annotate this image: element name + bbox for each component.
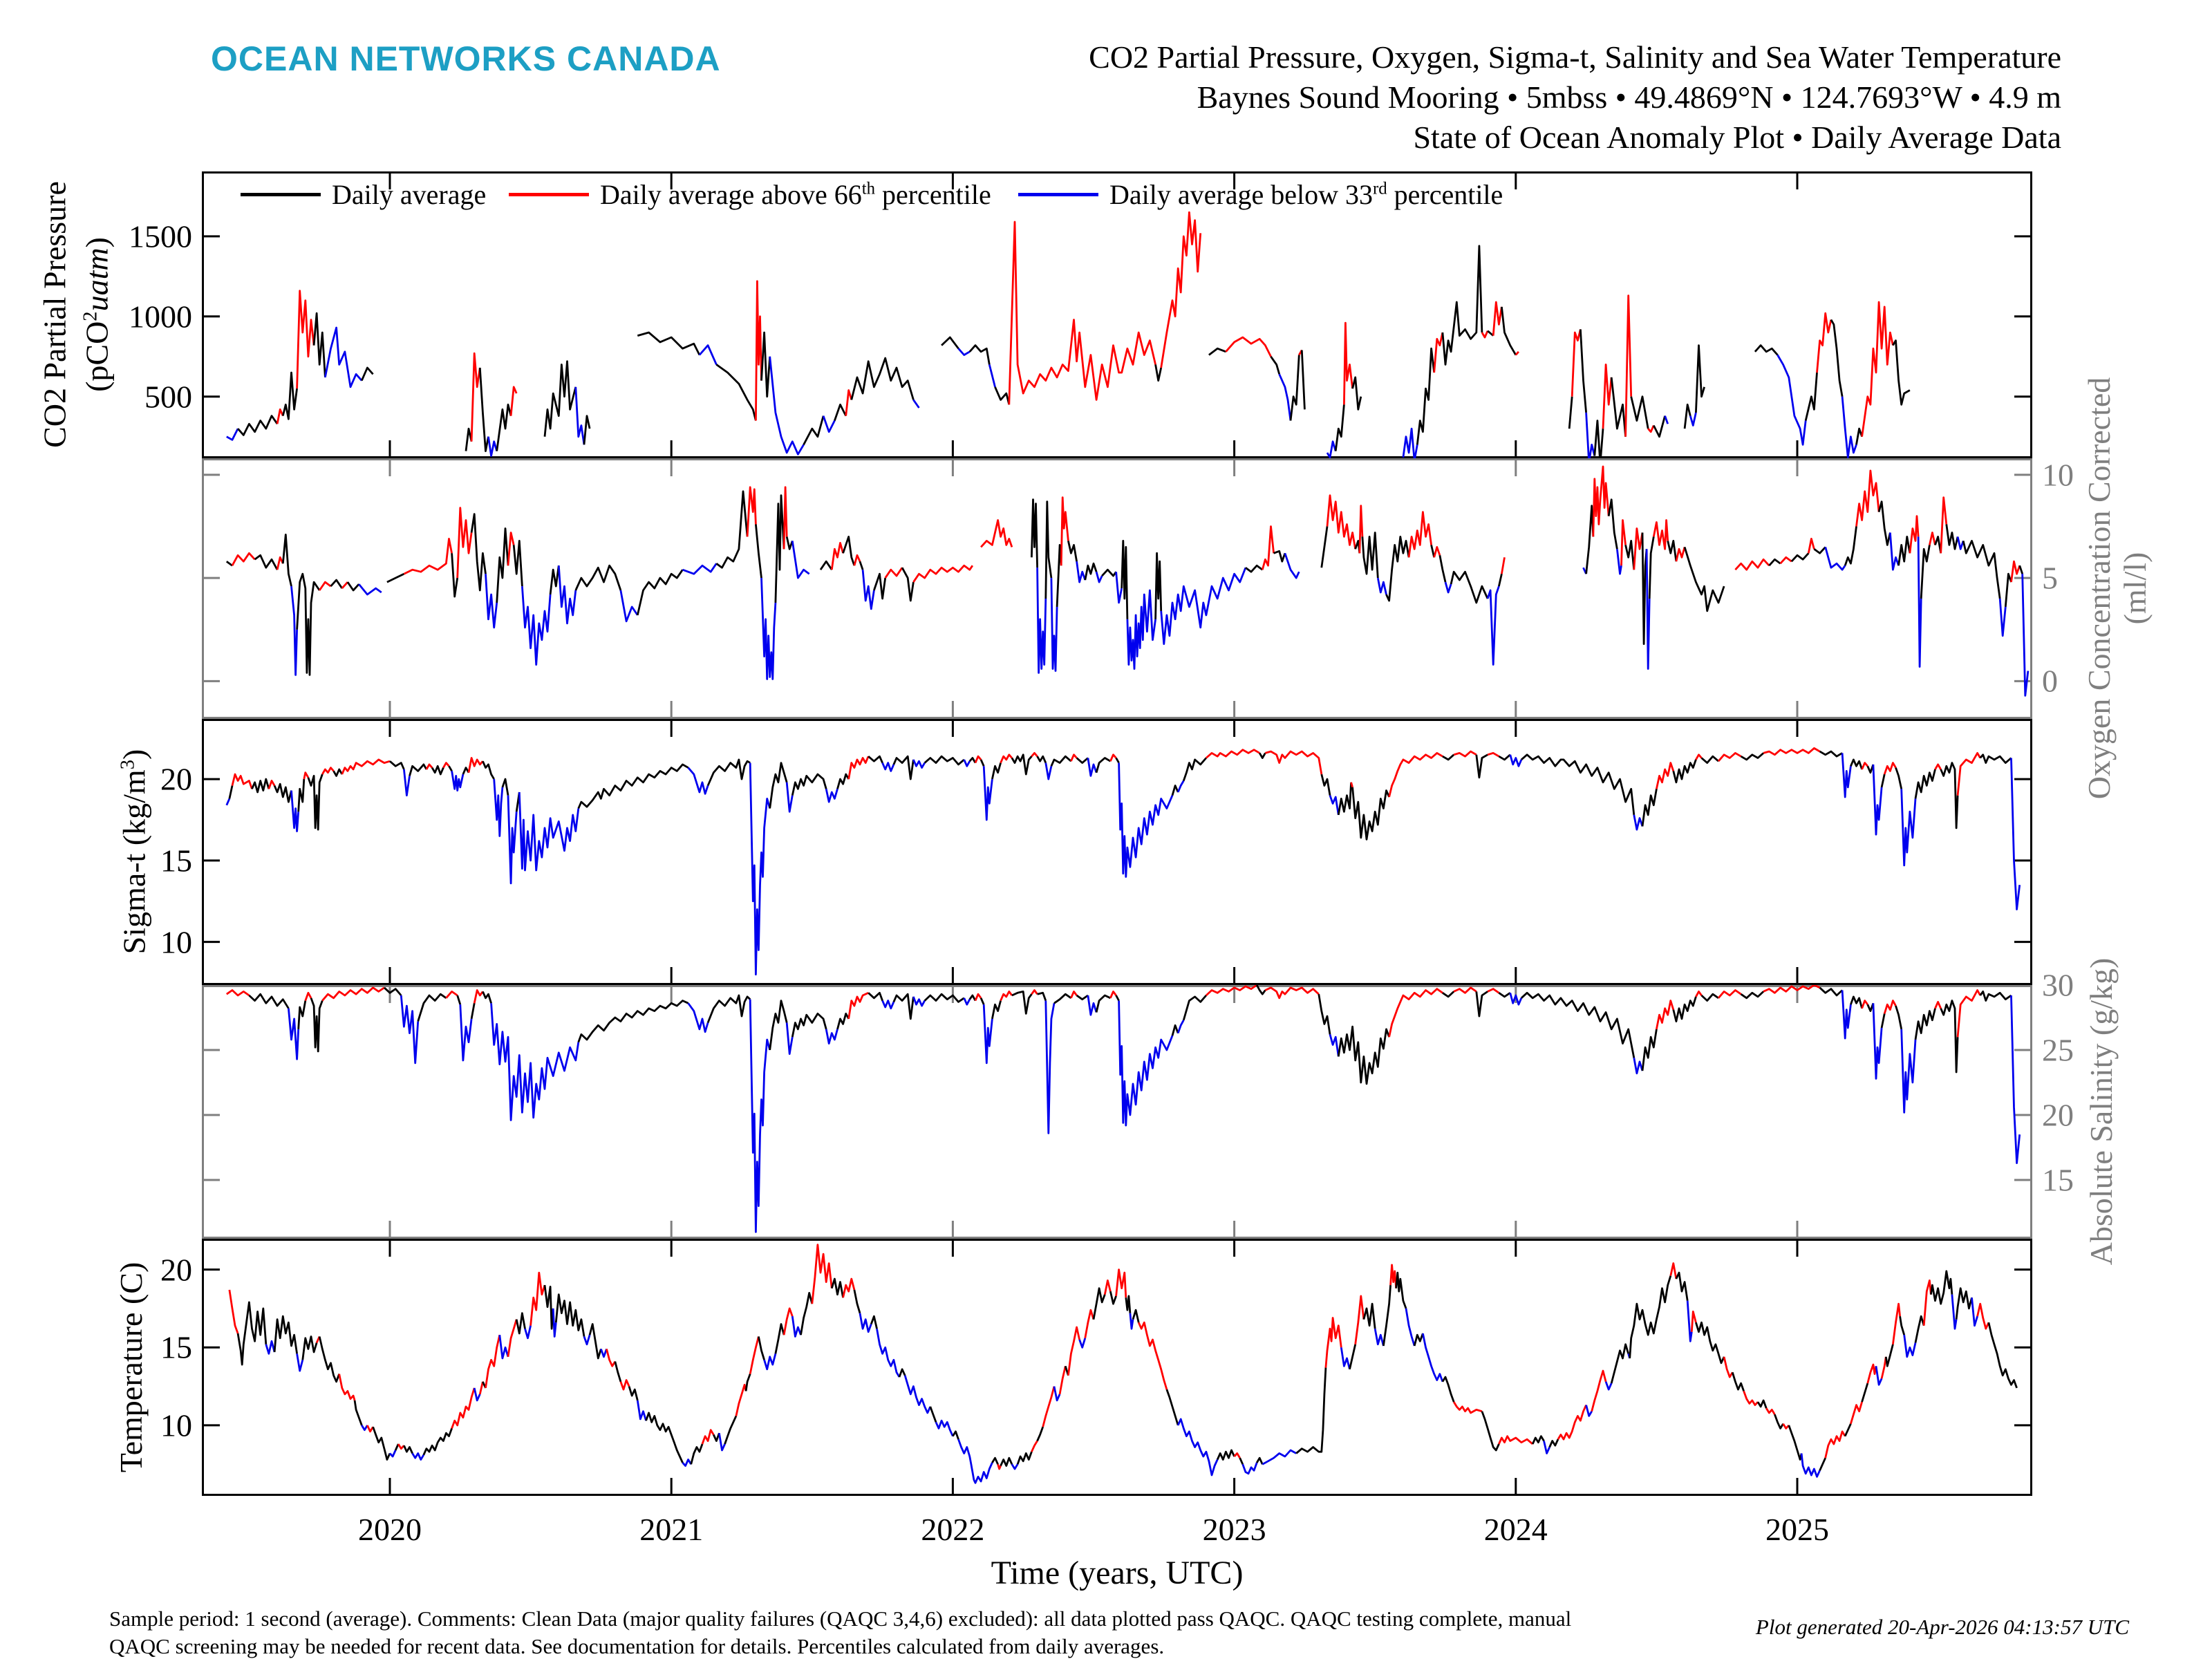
- y-tick-label-co2: 1500: [129, 218, 192, 254]
- salinity-panel: [202, 985, 2032, 1239]
- blue-line-sample: [1018, 192, 1098, 196]
- footer-line-2: QAQC screening may be needed for recent …: [109, 1634, 1165, 1658]
- plot-title: CO2 Partial Pressure, Oxygen, Sigma-t, S…: [1089, 39, 2061, 75]
- legend-item-daily-average: Daily average: [241, 176, 486, 212]
- x-axis-title: Time (years, UTC): [991, 1555, 1244, 1591]
- y-tick-label-co2: 1000: [129, 299, 192, 335]
- legend-item-below-33rd: Daily average below 33rd percentile: [1018, 176, 1503, 212]
- legend-item-above-66th: Daily average above 66th percentile: [509, 176, 991, 212]
- co2-axis-title: CO2 Partial Pressure (pCO2uatm): [37, 181, 115, 448]
- title-block: CO2 Partial Pressure, Oxygen, Sigma-t, S…: [1089, 37, 2061, 158]
- x-tick-label-year: 2025: [1765, 1512, 1829, 1547]
- x-tick-label-year: 2022: [921, 1512, 985, 1547]
- plot-subtitle-type: State of Ocean Anomaly Plot • Daily Aver…: [1413, 120, 2061, 155]
- y-tick-label-salinity: 25: [2042, 1032, 2074, 1068]
- y-tick-label-oxygen: 10: [2042, 457, 2074, 493]
- temperature-panel: [202, 1239, 2032, 1496]
- x-tick-label-year: 2023: [1202, 1512, 1266, 1547]
- y-tick-label-salinity: 15: [2042, 1162, 2074, 1198]
- plot-generated-timestamp: Plot generated 20-Apr-2026 04:13:57 UTC: [1755, 1615, 2129, 1639]
- oxygen-panel: [202, 458, 2032, 719]
- x-tick-label-year: 2021: [639, 1512, 704, 1547]
- black-line-sample: [241, 192, 321, 196]
- y-tick-label-sigma_t: 15: [160, 843, 192, 879]
- y-tick-label-salinity: 20: [2042, 1097, 2074, 1133]
- legend: Daily average Daily average above 66th p…: [202, 176, 2032, 212]
- legend-label: Daily average above 66th percentile: [600, 178, 991, 210]
- co2-panel: [202, 171, 2032, 458]
- sigma-t-panel: [202, 719, 2032, 985]
- temperature-axis-title: Temperature (C): [113, 1262, 149, 1473]
- y-tick-label-temperature: 20: [160, 1252, 192, 1288]
- y-tick-label-co2: 500: [144, 379, 192, 415]
- y-tick-label-temperature: 10: [160, 1407, 192, 1443]
- legend-label: Daily average below 33rd percentile: [1109, 178, 1503, 210]
- y-tick-label-temperature: 15: [160, 1329, 192, 1365]
- ocean-networks-canada-logo: OCEAN NETWORKS CANADA: [211, 39, 721, 78]
- red-line-sample: [509, 192, 589, 196]
- oxygen-axis-title: Oxygen Concentration Corrected (ml/l): [2081, 377, 2153, 800]
- sigma-t-axis-title: Sigma-t (kg/m3): [116, 749, 152, 955]
- footer-line-1: Sample period: 1 second (average). Comme…: [109, 1606, 1572, 1631]
- y-tick-label-sigma_t: 10: [160, 924, 192, 960]
- x-tick-label-year: 2020: [358, 1512, 422, 1547]
- y-tick-label-oxygen: 5: [2042, 560, 2058, 596]
- legend-label: Daily average: [332, 178, 487, 210]
- y-tick-label-sigma_t: 20: [160, 761, 192, 797]
- y-tick-label-salinity: 30: [2042, 967, 2074, 1003]
- plot-subtitle-location: Baynes Sound Mooring • 5mbss • 49.4869°N…: [1197, 79, 2061, 115]
- y-tick-label-oxygen: 0: [2042, 663, 2058, 699]
- salinity-axis-title: Absolute Salinity (g/kg): [2083, 957, 2119, 1266]
- footer-comments: Sample period: 1 second (average). Comme…: [109, 1605, 1571, 1659]
- x-tick-label-year: 2024: [1483, 1512, 1548, 1547]
